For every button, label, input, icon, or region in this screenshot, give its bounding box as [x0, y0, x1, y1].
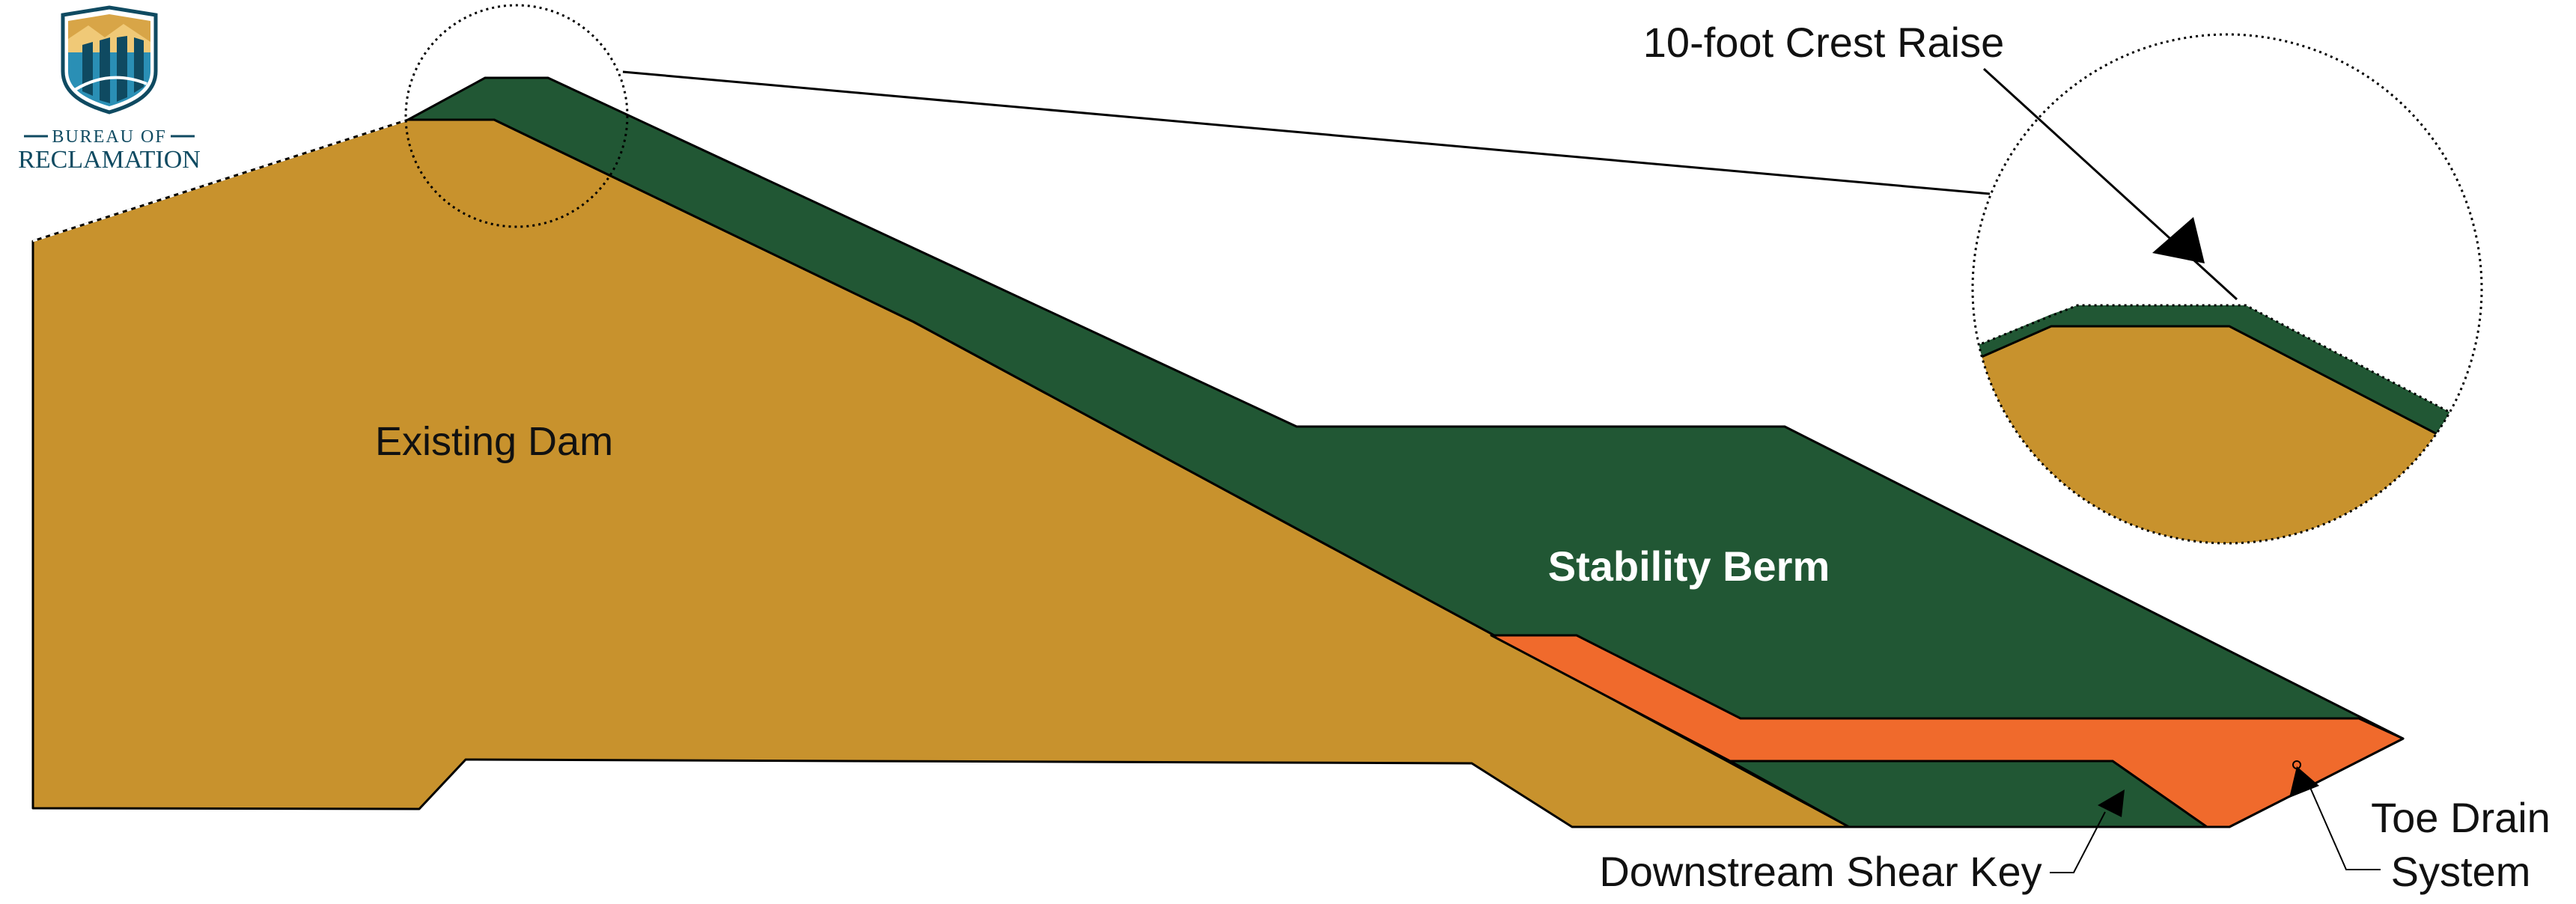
toe-drain-label-line-2: System — [2391, 848, 2531, 895]
upstream-dotted-edge — [32, 118, 409, 242]
toe-drain-arrow-icon — [2289, 766, 2319, 798]
downstream-shear-key-shape — [1729, 760, 2208, 828]
crest-raise-leader-line — [1982, 67, 2238, 301]
zoom-circle-outline — [1971, 33, 2483, 545]
crest-raise-label: 10-foot Crest Raise — [1643, 19, 2004, 66]
reclamation-logo: BUREAU OF RECLAMATION — [18, 5, 201, 174]
zoom-connector-line — [622, 70, 1991, 195]
crest-zoom-detail — [1976, 304, 2464, 543]
reclamation-shield-icon — [61, 5, 158, 114]
zoom-crest-dotted-edge — [1976, 304, 2464, 421]
crest-raise-arrow-icon — [2152, 217, 2205, 263]
shear-key-label: Downstream Shear Key — [1599, 848, 2041, 895]
toe-drain-leader-line — [2308, 784, 2381, 870]
zoom-dam-fill — [1976, 326, 2463, 543]
stability-berm-label: Stability Berm — [1548, 543, 1830, 590]
existing-dam-label: Existing Dam — [375, 419, 613, 464]
shear-key-leader-line — [2050, 811, 2106, 873]
shear-key-arrow-icon — [2098, 790, 2125, 817]
crest-highlight-circle — [404, 4, 629, 228]
main-section — [31, 76, 2405, 828]
zoom-berm-fill — [1976, 305, 2463, 448]
logo-line-1: BUREAU OF — [52, 127, 166, 147]
existing-dam — [31, 118, 1851, 828]
logo-line-2: RECLAMATION — [18, 146, 201, 174]
zoom-berm-boundary — [1976, 325, 2464, 449]
toe-drain-label-line-1: Toe Drain — [2371, 794, 2551, 841]
